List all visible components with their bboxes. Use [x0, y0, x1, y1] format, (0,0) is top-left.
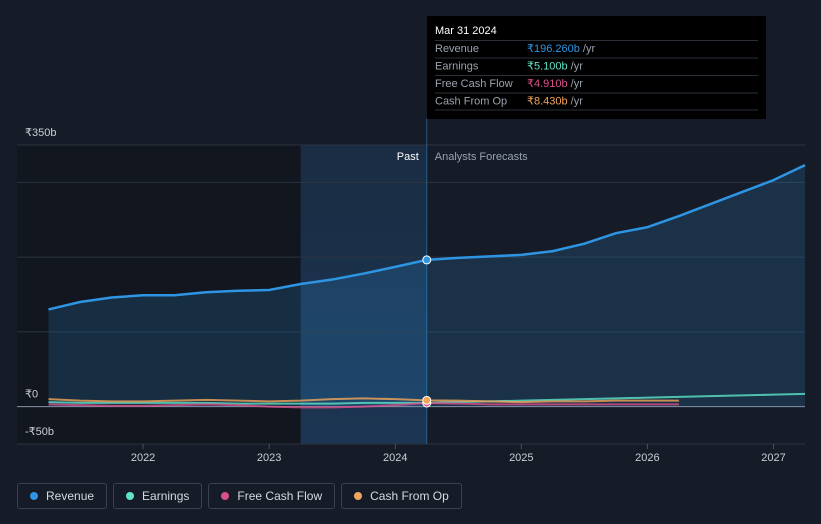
hover-dot [422, 255, 432, 265]
value-label: ₹8.430b [527, 95, 568, 107]
y-tick-label: ₹350b [25, 127, 56, 139]
tooltip-row-value: ₹196.260b/yr [527, 43, 595, 55]
legend-swatch [126, 492, 135, 500]
forecast-label: Analysts Forecasts [435, 151, 528, 163]
unit: /yr [571, 78, 584, 90]
tooltip-row-name: Earnings [435, 60, 479, 72]
highlight-band [300, 145, 427, 444]
x-tick-label: 2024 [383, 452, 407, 464]
legend-swatch [221, 492, 230, 500]
tooltip-row-value: ₹4.910b/yr [527, 78, 583, 90]
x-tick-label: 2025 [509, 452, 533, 464]
hover-dot [422, 395, 432, 405]
value-label: ₹196.260b [527, 43, 580, 55]
unit: /yr [571, 95, 584, 107]
y-tick-label: ₹0 [25, 389, 38, 401]
past-label: Past [397, 151, 419, 163]
legend-item[interactable]: Revenue [17, 483, 108, 509]
legend: Revenue Earnings Free Cash Flow Cash From O… [17, 483, 462, 509]
x-tick-label: 2026 [635, 452, 659, 464]
x-tick-label: 2027 [761, 452, 785, 464]
y-tick-label: -₹50b [25, 426, 54, 438]
value-label: ₹4.910b [527, 78, 568, 90]
tooltip-row-name: Cash From Op [435, 95, 507, 107]
legend-item[interactable]: Cash From Op [341, 483, 462, 509]
tooltip-row-name: Revenue [435, 43, 479, 55]
tooltip-row-value: ₹8.430b/yr [527, 95, 583, 107]
tooltip-row-value: ₹5.100b/yr [527, 60, 583, 72]
tooltip-box [427, 16, 766, 119]
legend-swatch [30, 492, 38, 500]
line [48, 397, 679, 404]
chart: ₹350b ₹0 -₹50b 2022 2023 2024 2025 2026 2027 Past… [17, 16, 806, 464]
unit: /yr [571, 60, 584, 72]
legend-label: Cash From Op [370, 489, 449, 503]
legend-swatch [354, 492, 363, 500]
line [48, 401, 679, 409]
legend-label: Earnings [142, 489, 190, 503]
tooltip-title: Mar 31 2024 [435, 25, 497, 37]
x-tick-label: 2022 [131, 452, 155, 464]
legend-item[interactable]: Earnings [113, 483, 203, 509]
value-label: ₹5.100b [527, 60, 568, 72]
legend-label: Revenue [46, 489, 95, 503]
tooltip-row-name: Free Cash Flow [435, 78, 513, 90]
unit: /yr [583, 43, 596, 55]
legend-label: Free Cash Flow [237, 489, 323, 503]
legend-item[interactable]: Free Cash Flow [208, 483, 336, 509]
x-tick-label: 2023 [257, 452, 281, 464]
